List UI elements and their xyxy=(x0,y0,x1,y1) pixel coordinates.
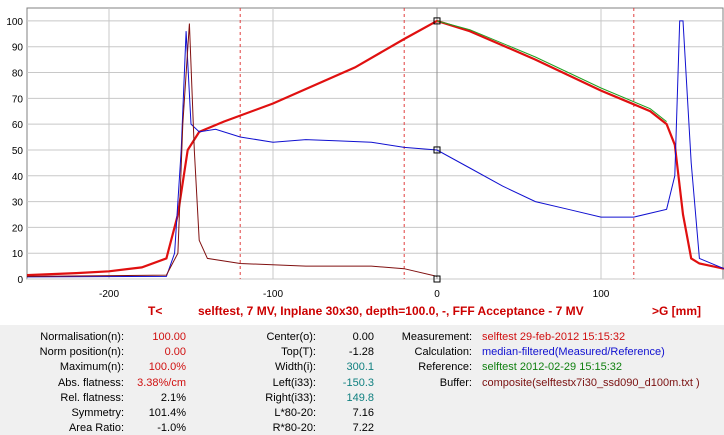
stat-value: 0.00 xyxy=(164,346,186,359)
stat-value: -150.3 xyxy=(342,376,374,389)
y-tick-label: 30 xyxy=(12,198,24,209)
profile-chart[interactable]: 0 10 20 30 40 50 60 70 80 90 100 -200 -100 0 100 T< se… xyxy=(0,0,724,325)
x-tick-label: -100 xyxy=(263,289,283,300)
stat-value: median-filtered(Measured/Reference) xyxy=(482,346,665,359)
stat-label: Area Ratio: xyxy=(68,422,124,435)
stat-value: 100.00 xyxy=(152,331,186,343)
stat-value: 2.1% xyxy=(160,391,186,404)
left-direction-label: T< xyxy=(148,304,163,318)
stat-label: Width(i): xyxy=(275,361,316,374)
profile-series-line xyxy=(26,23,438,277)
y-tick-label: 70 xyxy=(12,94,24,105)
stat-value: 149.8 xyxy=(346,391,374,404)
data-marker xyxy=(433,275,441,283)
stat-label: Rel. flatness: xyxy=(60,391,124,404)
stat-label: Center(o): xyxy=(266,331,316,343)
stat-value: 3.38%/cm xyxy=(137,376,186,389)
stat-value: selftest 29-feb-2012 15:15:32 xyxy=(482,331,626,343)
stat-value: composite(selftestx7i30_ssd090_d100m.txt… xyxy=(482,376,700,389)
y-tick-label: 10 xyxy=(12,249,24,260)
stat-label: Right(i33): xyxy=(265,391,316,404)
stat-value: 7.22 xyxy=(352,422,374,435)
stat-label: Maximum(n): xyxy=(59,361,124,374)
stat-label: Reference: xyxy=(418,361,472,374)
y-tick-label: 80 xyxy=(12,69,24,80)
x-tick-label: -200 xyxy=(99,289,119,300)
profile-series-line xyxy=(26,19,724,277)
chart-canvas: 0 10 20 30 40 50 60 70 80 90 100 -200 -100 0 100 xyxy=(6,7,724,300)
stat-value: -1.28 xyxy=(348,346,374,359)
profile-series-line xyxy=(26,20,724,278)
y-tick-label: 90 xyxy=(12,43,24,54)
stat-label: Symmetry: xyxy=(71,407,124,419)
stat-label: Left(i33): xyxy=(272,376,316,389)
y-tick-label: 50 xyxy=(12,146,24,157)
stat-value: 0.00 xyxy=(352,331,374,343)
data-marker xyxy=(433,17,441,25)
stat-value: 101.4% xyxy=(148,407,186,419)
stat-value: 7.16 xyxy=(352,407,374,419)
stat-value: 300.1 xyxy=(346,361,374,374)
stat-label: R*80-20: xyxy=(272,422,316,435)
stat-label: L*80-20: xyxy=(274,407,316,419)
y-tick-label: 100 xyxy=(6,17,23,28)
plot-frame xyxy=(26,7,724,280)
stat-label: Buffer: xyxy=(439,376,472,389)
stat-label: Norm position(n): xyxy=(39,346,124,359)
y-tick-label: 60 xyxy=(12,120,24,131)
right-direction-label: >G [mm] xyxy=(652,304,702,318)
stat-label: Normalisation(n): xyxy=(40,331,124,343)
stat-value: 100.0% xyxy=(148,361,186,374)
stat-label: Top(T): xyxy=(281,346,316,359)
chart-caption: selftest, 7 MV, Inplane 30x30, depth=100… xyxy=(198,304,584,318)
y-tick-label: 0 xyxy=(17,275,23,286)
x-tick-label: 100 xyxy=(593,289,610,300)
data-marker xyxy=(433,146,441,154)
stat-label: Measurement: xyxy=(401,331,472,343)
stat-value: selftest 2012-02-29 15:15:32 xyxy=(482,361,623,374)
y-tick-label: 20 xyxy=(12,223,24,234)
stat-value: -1.0% xyxy=(157,422,186,435)
statistics-panel: Normalisation(n): 100.00 Norm position(n):… xyxy=(0,325,724,435)
y-tick-label: 40 xyxy=(12,172,24,183)
stat-label: Calculation: xyxy=(414,346,472,359)
profile-series-line xyxy=(436,20,667,122)
stat-label: Abs. flatness: xyxy=(57,376,124,389)
x-tick-label: 0 xyxy=(434,289,440,300)
